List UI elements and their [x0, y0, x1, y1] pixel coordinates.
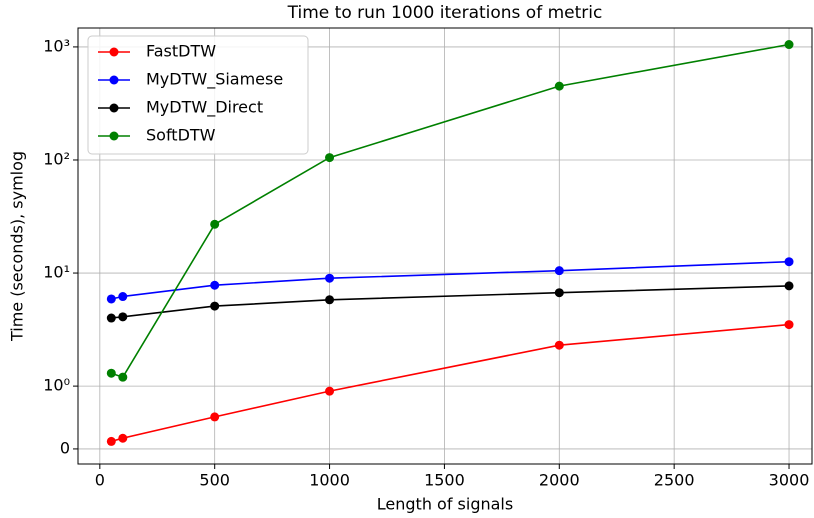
- point: [325, 273, 335, 283]
- series-line: [111, 323, 790, 443]
- y-tick-label: 10³: [43, 36, 70, 55]
- x-tick-label: 0: [95, 471, 105, 490]
- point: [325, 386, 335, 396]
- point: [325, 153, 335, 163]
- point: [118, 292, 128, 302]
- point: [554, 81, 564, 91]
- point: [118, 312, 128, 322]
- point: [554, 288, 564, 298]
- point: [118, 372, 128, 382]
- point: [106, 313, 116, 323]
- point: [325, 295, 335, 305]
- y-tick-label: 0: [60, 438, 70, 457]
- point: [210, 412, 220, 422]
- point: [784, 281, 794, 291]
- x-tick-label: 2500: [654, 471, 695, 490]
- x-tick-label: 1000: [309, 471, 350, 490]
- y-axis-label: Time (seconds), symlog: [8, 151, 27, 342]
- legend-box: [87, 35, 309, 155]
- series-line: [111, 285, 790, 319]
- y-tick-label: 10²: [43, 149, 70, 168]
- point: [554, 266, 564, 276]
- legend-label: MyDTW_Siamese: [146, 70, 283, 90]
- y-tick-label: 10¹: [43, 263, 70, 282]
- point: [210, 219, 220, 229]
- point: [210, 301, 220, 311]
- legend-label: MyDTW_Direct: [146, 98, 263, 118]
- legend-label: FastDTW: [146, 42, 216, 61]
- point: [784, 257, 794, 267]
- point: [784, 320, 794, 330]
- chart-title: Time to run 1000 iterations of metric: [287, 3, 603, 23]
- x-tick-label: 1500: [424, 471, 465, 490]
- point: [118, 433, 128, 443]
- point: [106, 294, 116, 304]
- x-tick-label: 3000: [769, 471, 810, 490]
- point: [106, 436, 116, 446]
- series-line: [111, 260, 790, 300]
- point: [106, 368, 116, 378]
- point: [784, 40, 794, 50]
- legend-marker: [109, 131, 119, 141]
- legend-marker: [109, 103, 119, 113]
- x-axis-label: Length of signals: [377, 495, 513, 514]
- legend-marker: [109, 47, 119, 57]
- x-tick-label: 500: [199, 471, 230, 490]
- y-tick-label: 10⁰: [43, 376, 70, 395]
- point: [210, 280, 220, 290]
- x-tick-label: 2000: [539, 471, 580, 490]
- legend-marker: [109, 75, 119, 85]
- plot-frame: [77, 27, 813, 465]
- legend-label: SoftDTW: [146, 126, 216, 145]
- point: [554, 340, 564, 350]
